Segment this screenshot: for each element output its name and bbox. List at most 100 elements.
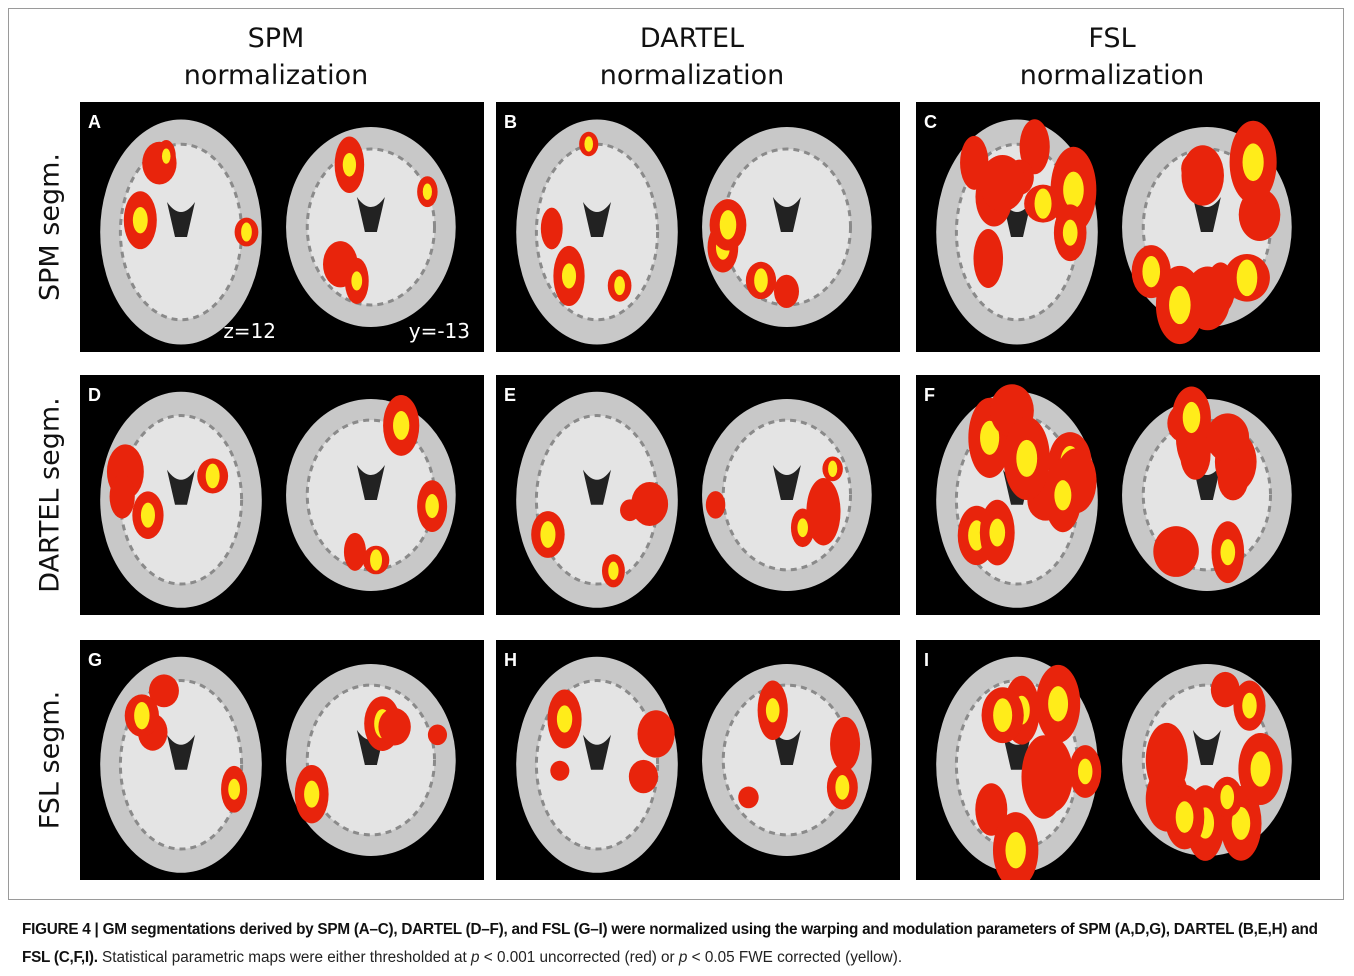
activation-red bbox=[973, 229, 1003, 288]
row-label: DARTEL segm. bbox=[35, 397, 66, 592]
slice-coordinate: y=-13 bbox=[409, 319, 470, 343]
column-header-line: normalization bbox=[490, 57, 894, 94]
activation-yellow bbox=[228, 779, 240, 800]
activation-red bbox=[960, 136, 988, 190]
activation-yellow bbox=[720, 210, 737, 239]
panel-letter: H bbox=[504, 650, 517, 670]
activation-yellow bbox=[1142, 256, 1160, 287]
activation-yellow bbox=[1054, 480, 1071, 510]
row-label: SPM segm. bbox=[35, 153, 66, 301]
activation-yellow bbox=[766, 698, 780, 722]
activation-red bbox=[638, 710, 675, 757]
activation-yellow bbox=[540, 521, 555, 548]
page: SPMnormalizationDARTELnormalizationFSLno… bbox=[0, 0, 1354, 976]
caption-text: Statistical parametric maps were either … bbox=[102, 949, 471, 966]
activation-yellow bbox=[1169, 286, 1191, 324]
activation-yellow bbox=[343, 153, 356, 177]
activation-red bbox=[629, 760, 658, 793]
activation-yellow bbox=[1063, 172, 1084, 209]
activation-yellow bbox=[1005, 832, 1025, 868]
panel-letter: B bbox=[504, 112, 517, 132]
panel-letter: A bbox=[88, 112, 101, 132]
activation-yellow bbox=[141, 503, 155, 528]
brain-panel: H bbox=[496, 640, 900, 880]
caption-text: < 0.05 FWE corrected (yellow). bbox=[687, 949, 902, 966]
activation-yellow bbox=[562, 263, 576, 288]
panel-letter: C bbox=[924, 112, 937, 132]
activation-yellow bbox=[304, 781, 319, 808]
activation-yellow bbox=[393, 411, 409, 440]
column-header-line: FSL bbox=[910, 20, 1314, 57]
activation-yellow bbox=[1220, 539, 1235, 565]
column-header-line: normalization bbox=[74, 57, 478, 94]
activation-red bbox=[1218, 458, 1249, 501]
activation-yellow bbox=[1220, 785, 1234, 809]
activation-red bbox=[706, 491, 726, 519]
caption-text: < 0.001 uncorrected (red) or bbox=[480, 949, 679, 966]
activation-red bbox=[1206, 413, 1249, 462]
panel-letter: E bbox=[504, 385, 516, 405]
brain-panel: C bbox=[916, 102, 1320, 352]
activation-yellow bbox=[370, 549, 382, 570]
brain-panel: Az=12 y=-13 bbox=[80, 102, 484, 352]
activation-yellow bbox=[989, 519, 1005, 547]
activation-yellow bbox=[162, 148, 171, 163]
activation-yellow bbox=[614, 276, 625, 295]
activation-yellow bbox=[754, 268, 768, 292]
activation-yellow bbox=[608, 562, 618, 580]
row-label: FSL segm. bbox=[35, 691, 66, 830]
activation-yellow bbox=[206, 464, 220, 489]
activation-yellow bbox=[425, 494, 439, 518]
activation-yellow bbox=[1078, 759, 1092, 785]
activation-yellow bbox=[1242, 693, 1256, 719]
activation-red bbox=[550, 761, 569, 781]
activation-red bbox=[1030, 737, 1073, 813]
activation-red bbox=[830, 717, 860, 771]
activation-yellow bbox=[828, 461, 837, 477]
activation-yellow bbox=[423, 184, 432, 200]
activation-red bbox=[631, 482, 668, 526]
activation-yellow bbox=[1243, 143, 1264, 181]
brain-panel: I bbox=[916, 640, 1320, 880]
activation-red bbox=[541, 208, 563, 250]
panel-letter: I bbox=[924, 650, 929, 670]
caption-italic: p bbox=[471, 949, 480, 966]
activation-red bbox=[738, 786, 758, 808]
activation-yellow bbox=[1176, 801, 1194, 833]
brain-panel: F bbox=[916, 375, 1320, 615]
caption: FIGURE 4 | GM segmentations derived by S… bbox=[22, 916, 1342, 972]
activation-yellow bbox=[557, 705, 572, 732]
brain-panel: G bbox=[80, 640, 484, 880]
activation-red bbox=[428, 725, 447, 746]
activation-yellow bbox=[134, 702, 149, 729]
column-header-line: SPM bbox=[74, 20, 478, 57]
activation-red bbox=[774, 275, 799, 308]
brain-panel: B bbox=[496, 102, 900, 352]
column-header-line: DARTEL bbox=[490, 20, 894, 57]
slice-coordinate: z=12 bbox=[223, 319, 276, 343]
activation-yellow bbox=[993, 698, 1012, 732]
activation-yellow bbox=[1035, 189, 1052, 219]
brain-panel: E bbox=[496, 375, 900, 615]
activation-yellow bbox=[1063, 220, 1078, 246]
activation-yellow bbox=[1237, 259, 1258, 296]
activation-yellow bbox=[241, 223, 252, 242]
activation-red bbox=[378, 708, 410, 745]
activation-yellow bbox=[1251, 751, 1271, 786]
activation-yellow bbox=[797, 518, 808, 537]
activation-yellow bbox=[835, 775, 849, 800]
activation-red bbox=[1153, 526, 1199, 577]
column-header-line: normalization bbox=[910, 57, 1314, 94]
activation-yellow bbox=[1016, 440, 1037, 477]
activation-yellow bbox=[584, 136, 593, 151]
activation-yellow bbox=[1183, 402, 1201, 433]
activation-red bbox=[110, 474, 135, 518]
activation-red bbox=[1181, 145, 1224, 205]
brain-panel: D bbox=[80, 375, 484, 615]
panel-letter: G bbox=[88, 650, 102, 670]
activation-red bbox=[344, 533, 366, 571]
panel-letter: D bbox=[88, 385, 101, 405]
